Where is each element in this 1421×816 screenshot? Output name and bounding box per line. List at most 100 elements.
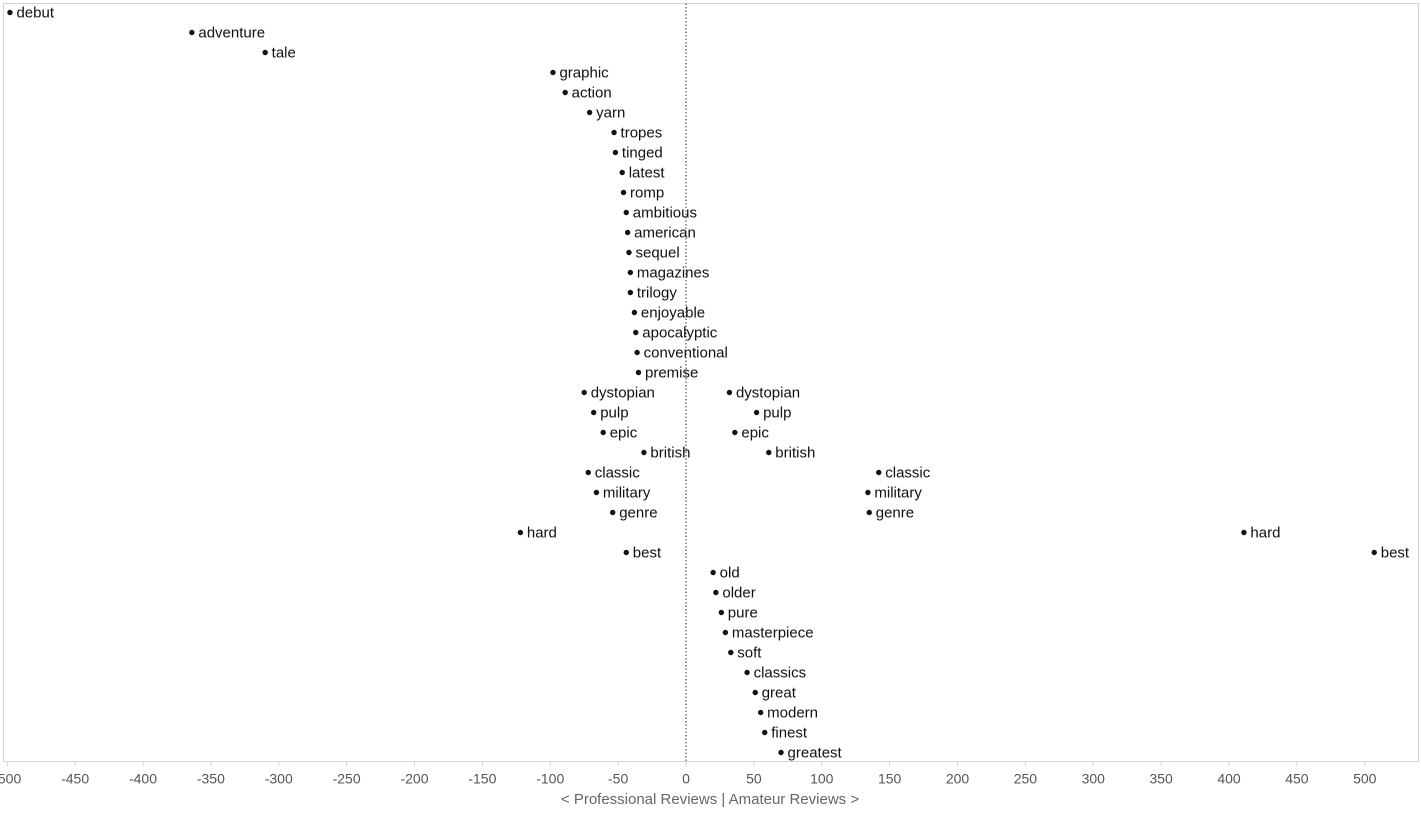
point-label: classics <box>754 665 807 682</box>
point-marker <box>593 489 600 496</box>
x-tick-label: 50 <box>746 771 762 787</box>
data-point-premise: premise <box>635 365 698 382</box>
x-tick-label: -200 <box>400 771 428 787</box>
point-marker <box>611 129 617 136</box>
point-label: hard <box>1250 525 1280 542</box>
data-point-hard: hard <box>517 525 557 542</box>
data-point-tropes: tropes <box>611 125 662 142</box>
point-marker <box>619 169 625 176</box>
point-marker <box>550 69 556 76</box>
point-label: greatest <box>788 745 843 762</box>
point-marker <box>627 289 634 296</box>
x-tick-label: 100 <box>810 771 834 787</box>
point-marker <box>1241 529 1247 536</box>
x-axis-title: < Professional Reviews | Amateur Reviews… <box>561 791 859 808</box>
point-label: sequel <box>635 245 679 262</box>
point-marker <box>865 489 871 496</box>
point-marker <box>762 729 768 736</box>
point-marker <box>189 29 195 36</box>
point-marker <box>641 449 647 456</box>
data-point-conventional: conventional <box>634 345 728 362</box>
point-label: american <box>634 225 696 242</box>
data-point-greatest: greatest <box>778 745 843 762</box>
point-label: genre <box>876 505 914 522</box>
data-point-genre: genre <box>609 505 658 522</box>
data-point-military: military <box>593 485 651 502</box>
point-label: modern <box>767 705 818 722</box>
data-point-ambitious: ambitious <box>623 205 697 222</box>
data-point-great: great <box>752 685 797 702</box>
point-marker <box>581 389 587 396</box>
data-point-classic: classic <box>876 465 931 482</box>
point-label: adventure <box>198 25 265 42</box>
data-point-modern: modern <box>757 705 818 722</box>
data-point-trilogy: trilogy <box>627 285 677 302</box>
point-label: conventional <box>644 345 728 362</box>
x-tick-label: 200 <box>946 771 970 787</box>
x-tick-label: -150 <box>468 771 496 787</box>
point-label: yarn <box>596 105 625 122</box>
x-tick-label: 450 <box>1285 771 1309 787</box>
point-label: military <box>603 485 651 502</box>
data-point-old: old <box>710 565 740 582</box>
data-point-soft: soft <box>728 645 762 662</box>
x-tick-label: -350 <box>197 771 225 787</box>
point-label: military <box>874 485 922 502</box>
data-point-best: best <box>623 545 662 562</box>
x-tick-label: -500 <box>0 771 21 787</box>
data-point-enjoyable: enjoyable <box>631 305 705 322</box>
point-marker <box>726 389 733 396</box>
point-label: dystopian <box>591 385 655 402</box>
point-marker <box>612 149 619 156</box>
point-marker <box>710 569 716 576</box>
data-point-american: american <box>624 225 696 242</box>
data-point-action: action <box>562 85 612 102</box>
data-point-pure: pure <box>718 605 758 622</box>
data-point-debut: debut <box>7 5 55 22</box>
point-label: best <box>633 545 662 562</box>
data-point-genre: genre <box>866 505 914 522</box>
x-tick-label: -300 <box>265 771 293 787</box>
point-marker <box>590 409 597 416</box>
x-tick-label: -250 <box>333 771 361 787</box>
x-tick-label: 400 <box>1217 771 1241 787</box>
point-marker <box>722 629 729 636</box>
point-marker <box>866 509 872 516</box>
x-tick-label: 0 <box>682 771 690 787</box>
point-label: action <box>572 85 612 102</box>
point-marker <box>732 429 738 436</box>
data-point-dystopian: dystopian <box>726 385 800 402</box>
point-label: hard <box>527 525 557 542</box>
data-point-adventure: adventure <box>189 25 265 42</box>
point-label: great <box>762 685 797 702</box>
point-marker <box>635 369 642 376</box>
data-point-hard: hard <box>1241 525 1280 542</box>
data-point-sequel: sequel <box>626 245 680 262</box>
point-marker <box>624 229 631 236</box>
point-marker <box>586 109 593 116</box>
data-point-older: older <box>713 585 756 602</box>
data-point-british: british <box>641 445 690 462</box>
point-label: magazines <box>637 265 710 282</box>
point-marker <box>718 609 724 616</box>
plot-area-frame <box>3 3 1419 762</box>
data-point-latest: latest <box>619 165 665 182</box>
data-point-military: military <box>865 485 922 502</box>
point-label: pure <box>728 605 758 622</box>
point-marker <box>876 469 882 476</box>
data-point-tale: tale <box>262 45 296 62</box>
point-label: pulp <box>763 405 791 422</box>
point-label: dystopian <box>736 385 800 402</box>
point-label: premise <box>645 365 698 382</box>
point-marker <box>600 429 606 436</box>
x-tick-label: 250 <box>1014 771 1038 787</box>
point-label: debut <box>16 5 54 22</box>
data-point-yarn: yarn <box>586 105 625 122</box>
x-tick-label: 300 <box>1082 771 1106 787</box>
point-marker <box>728 649 734 656</box>
data-point-graphic: graphic <box>550 65 609 82</box>
point-marker <box>585 469 591 476</box>
point-label: soft <box>737 645 762 662</box>
point-label: classic <box>885 465 931 482</box>
